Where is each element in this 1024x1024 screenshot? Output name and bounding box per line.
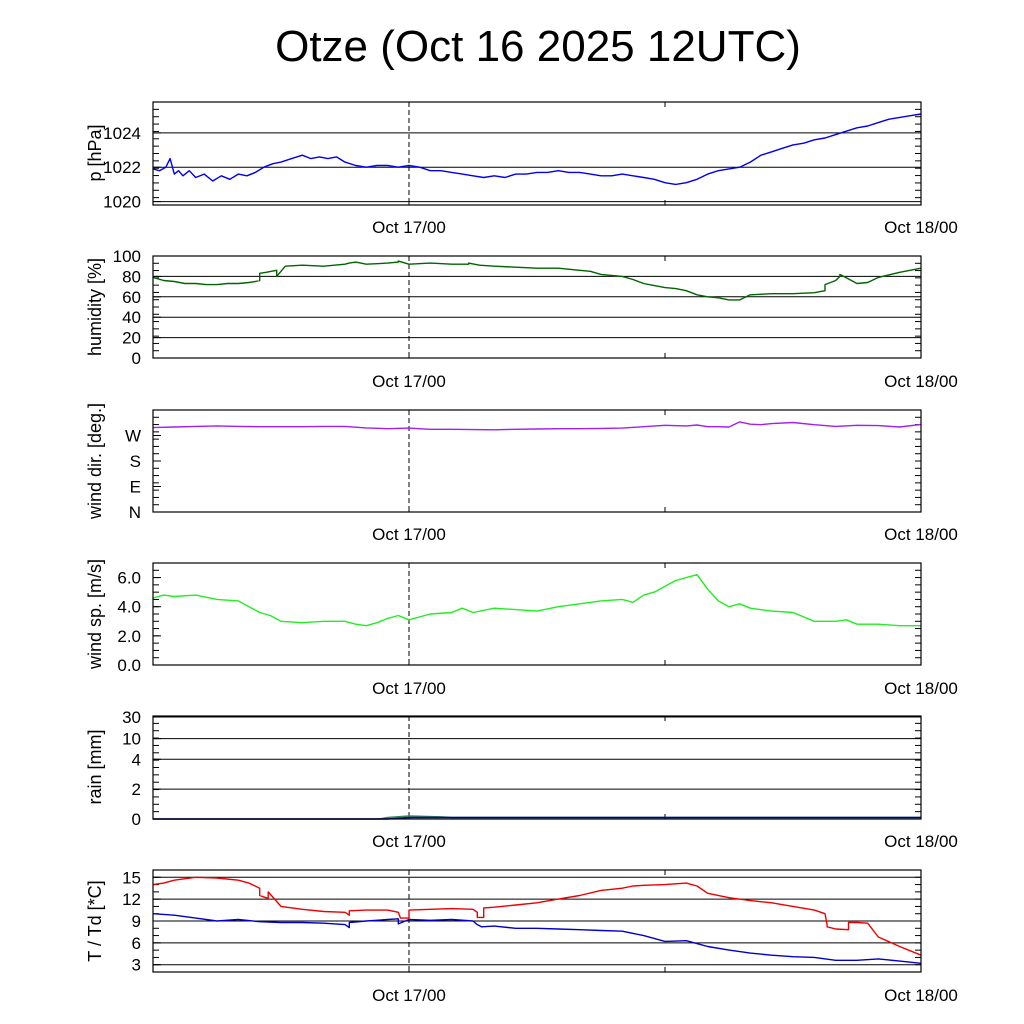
- x-tick-label: Oct 17/00: [372, 679, 446, 698]
- series-pressure-line: [152, 113, 922, 186]
- y-tick-label: 60: [122, 288, 141, 307]
- y-tick-label: 100: [113, 247, 141, 266]
- plot-frame: [152, 101, 922, 206]
- y-tick-label: 2: [132, 780, 141, 799]
- y-tick-label: 4: [132, 750, 141, 769]
- x-tick-label: Oct 18/00: [884, 832, 958, 851]
- plot-frame: [152, 255, 922, 359]
- series-humidity-line: [152, 260, 922, 301]
- y-tick-label: 4.0: [117, 598, 141, 617]
- y-tick-label: 1022: [103, 158, 141, 177]
- y-axis-label: T / Td [*C]: [85, 880, 105, 961]
- y-tick-label: 6: [132, 934, 141, 953]
- y-tick-label: 40: [122, 308, 141, 327]
- x-tick-label: Oct 17/00: [372, 218, 446, 237]
- x-tick-label: Oct 18/00: [884, 986, 958, 1005]
- panel-temperature: 3 6 9 12 15 T / Td [*C] Oct 17/00 Oct 18/00: [85, 868, 958, 1005]
- y-tick-label: 30: [122, 708, 141, 727]
- y-tick-label: 0.0: [117, 656, 141, 675]
- x-tick-label: Oct 17/00: [372, 986, 446, 1005]
- series-wind_speed-line: [152, 574, 921, 627]
- y-tick-label: 15: [122, 868, 141, 887]
- series-temperature-line: [152, 876, 922, 956]
- y-tick-label: W: [125, 427, 141, 446]
- y-axis-label: humidity [%]: [85, 258, 105, 356]
- x-tick-label: Oct 18/00: [884, 679, 958, 698]
- y-tick-label: 80: [122, 267, 141, 286]
- plot-frame: [152, 409, 922, 513]
- y-tick-label: 12: [122, 890, 141, 909]
- y-tick-label: 2.0: [117, 627, 141, 646]
- series-wind_dir-line: [152, 421, 922, 431]
- x-tick-label: Oct 18/00: [884, 372, 958, 391]
- y-axis-label: rain [mm]: [85, 729, 105, 804]
- y-tick-label: 0: [132, 810, 141, 829]
- y-tick-label: 3: [132, 956, 141, 975]
- plot-frame: [152, 562, 922, 666]
- y-axis-label: wind dir. [deg.]: [85, 403, 105, 520]
- x-tick-label: Oct 17/00: [372, 525, 446, 544]
- y-tick-label: S: [130, 452, 141, 471]
- y-tick-label: 10: [122, 730, 141, 749]
- x-tick-label: Oct 17/00: [372, 832, 446, 851]
- chart-title: Otze (Oct 16 2025 12UTC): [275, 22, 801, 71]
- y-tick-label: 1020: [103, 193, 141, 212]
- x-tick-label: Oct 18/00: [884, 218, 958, 237]
- panel-wind_speed: 0.0 2.0 4.0 6.0 wind sp. [m/s] Oct 17/00 Oct 1…: [85, 559, 958, 698]
- plot-frame: [152, 715, 922, 820]
- y-tick-label: N: [129, 503, 141, 522]
- y-tick-label: 9: [132, 912, 141, 931]
- series-dewpoint-line: [152, 913, 922, 964]
- y-axis-label: wind sp. [m/s]: [85, 559, 105, 670]
- y-tick-label: 1024: [103, 124, 141, 143]
- y-tick-label: 6.0: [117, 569, 141, 588]
- y-tick-label: E: [130, 478, 141, 497]
- x-tick-label: Oct 17/00: [372, 372, 446, 391]
- x-tick-label: Oct 18/00: [884, 525, 958, 544]
- y-tick-label: 20: [122, 329, 141, 348]
- y-tick-label: 0: [132, 349, 141, 368]
- y-axis-label: p [hPa]: [85, 124, 105, 181]
- panel-rain: 0 2 410 30 rain [mm] Oct 17/00 Oct 18/00: [85, 708, 958, 851]
